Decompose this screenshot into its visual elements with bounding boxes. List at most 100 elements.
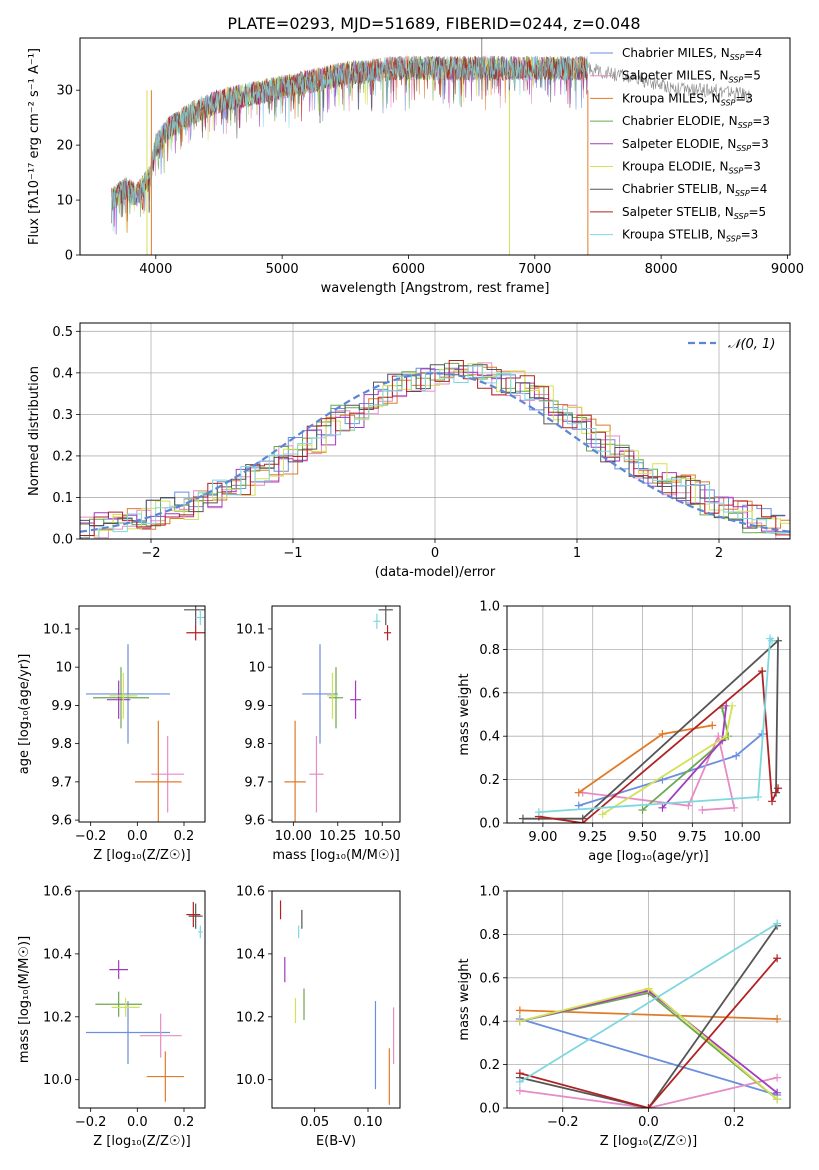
x-tick-label: −1 xyxy=(283,546,302,561)
mass-weight-marker xyxy=(758,667,767,676)
x-tick-label: 2 xyxy=(715,546,723,561)
y-tick-label: 0.3 xyxy=(52,408,73,423)
y-tick-label: 10 xyxy=(55,661,72,676)
x-tick-label: 7000 xyxy=(518,262,551,277)
mass-weight-marker xyxy=(515,1086,524,1095)
axes-0: 4000 5000 6000 7000 8000 9000 0 10 20 30 wavelengt… xyxy=(27,37,804,296)
legend-label: Chabrier MILES, NSSP=4 xyxy=(622,46,762,62)
y-tick-label: 0.6 xyxy=(479,686,500,701)
x-tick-label: 5000 xyxy=(266,262,299,277)
errorbar-point xyxy=(284,720,306,822)
y-tick-label: 0.8 xyxy=(479,643,500,658)
mass-weight-marker xyxy=(766,634,775,643)
mass-weight-marker xyxy=(768,797,777,806)
y-tick-label: 10.4 xyxy=(236,947,265,962)
x-tick-label: 0 xyxy=(431,546,439,561)
legend-label: Salpeter MILES, NSSP=5 xyxy=(622,69,761,85)
legend-label: Chabrier STELIB, NSSP=4 xyxy=(622,182,767,198)
axes-5: −0.2 0.0 0.2 10.0 10.2 10.4 10.6 Z [log₁₀(Z/Z☉)… xyxy=(17,885,206,1149)
plot-area-0 xyxy=(111,38,750,255)
x-tick-label: 1 xyxy=(573,546,581,561)
errorbar-point xyxy=(107,680,131,719)
errorbar-point xyxy=(109,672,138,719)
legend-label: Kroupa MILES, NSSP=3 xyxy=(622,91,753,107)
axes-frame xyxy=(78,605,206,823)
errorbar-point xyxy=(151,735,184,813)
y-tick-label: 10.2 xyxy=(43,1010,72,1025)
x-tick-label: 9.50 xyxy=(628,830,657,845)
legend-spectrum: Chabrier MILES, NSSP=4 Salpeter MILES, NS… xyxy=(590,46,770,244)
mass-weight-marker xyxy=(732,751,741,760)
x-axis-label: age [log₁₀(age/yr)] xyxy=(588,849,709,864)
errorbar-point xyxy=(139,1013,182,1058)
mass-weight-marker xyxy=(534,808,543,817)
y-axis-label: Normed distribution xyxy=(27,366,42,496)
histogram-step xyxy=(84,365,790,539)
y-axis-label: mass weight xyxy=(457,958,472,1040)
y-axis-label: mass weight xyxy=(457,673,472,755)
y-tick-label: 9.8 xyxy=(51,737,72,752)
y-tick-label: 10 xyxy=(248,661,265,676)
x-tick-label: −2 xyxy=(141,546,160,561)
y-axis-label: Flux [fλ10⁻¹⁷ erg cm⁻² s⁻¹ A⁻¹] xyxy=(27,48,42,245)
mass-weight-line xyxy=(578,733,763,807)
errorbar-point xyxy=(86,1001,170,1064)
mass-weight-marker xyxy=(574,788,583,797)
y-tick-label: 10.0 xyxy=(236,1073,265,1088)
legend-normal: 𝒩(0, 1) xyxy=(688,337,775,352)
errorbar-point xyxy=(186,902,201,928)
errorbar-point xyxy=(135,720,182,822)
y-tick-label: 20 xyxy=(56,139,73,154)
x-tick-label: 9.00 xyxy=(528,830,557,845)
x-tick-label: 0.10 xyxy=(354,1115,383,1130)
legend-label: Salpeter ELODIE, NSSP=3 xyxy=(622,137,769,153)
mass-weight-line xyxy=(538,636,773,813)
errorbar-point xyxy=(146,1051,184,1102)
errorbar-point xyxy=(378,606,393,626)
y-tick-label: 10.6 xyxy=(43,885,72,900)
mass-weight-marker xyxy=(518,814,527,823)
x-tick-label: 10.00 xyxy=(724,830,761,845)
axes-frame xyxy=(271,890,401,1109)
histogram-step xyxy=(80,362,786,534)
x-axis-label: mass [log₁₀(M/M☉)] xyxy=(272,848,399,863)
mass-weight-marker xyxy=(574,801,583,810)
mass-weight-line xyxy=(522,638,779,820)
plot-area-4 xyxy=(518,634,783,823)
y-tick-label: 9.9 xyxy=(244,699,265,714)
mass-weight-marker xyxy=(730,803,739,812)
x-axis-label: (data-model)/error xyxy=(375,565,496,580)
mass-weight-marker xyxy=(658,803,667,812)
axes-4: 9.00 9.25 9.50 9.75 10.00 0.0 0.2 0.4 0.6 0.8 1.0 a… xyxy=(457,600,791,864)
spectrum-line xyxy=(111,55,588,232)
y-tick-label: 0.2 xyxy=(479,1058,500,1073)
y-tick-label: 0.0 xyxy=(52,533,73,548)
spectrum-line xyxy=(111,55,588,217)
plot-area-3 xyxy=(284,606,393,822)
x-tick-label: 0.2 xyxy=(174,1115,195,1130)
y-tick-label: 0.4 xyxy=(479,730,500,745)
y-tick-label: 0.2 xyxy=(52,449,73,464)
y-tick-label: 10 xyxy=(56,194,73,209)
errorbar-point xyxy=(309,735,324,813)
axes-7: −0.2 0.0 0.2 0.0 0.2 0.4 0.6 0.8 1.0 Z [log₁₀(Z/Z… xyxy=(457,885,791,1149)
histogram-step xyxy=(84,366,790,539)
errorbar-point xyxy=(186,625,205,641)
mass-weight-marker xyxy=(754,792,763,801)
y-tick-label: 10.1 xyxy=(236,622,265,637)
y-tick-label: 0.5 xyxy=(52,325,73,340)
plot-area-2 xyxy=(86,606,205,822)
axes-2: −0.2 0.0 0.2 9.6 9.7 9.8 9.9 10 10.1 Z [log₁₀(Z/Z… xyxy=(17,605,206,863)
x-tick-label: 0.05 xyxy=(300,1115,329,1130)
y-tick-label: 0.4 xyxy=(52,366,73,381)
x-tick-label: 6000 xyxy=(392,262,425,277)
x-tick-label: 9000 xyxy=(771,262,804,277)
errorbar-point xyxy=(95,991,142,1017)
mass-weight-marker xyxy=(684,801,693,810)
mass-weight-line xyxy=(519,925,778,1108)
mass-weight-marker xyxy=(774,784,783,793)
legend-label: Salpeter STELIB, NSSP=5 xyxy=(622,205,766,221)
x-tick-label: 10.25 xyxy=(319,829,356,844)
y-tick-label: 0.6 xyxy=(479,971,500,986)
histogram-step xyxy=(80,365,786,539)
